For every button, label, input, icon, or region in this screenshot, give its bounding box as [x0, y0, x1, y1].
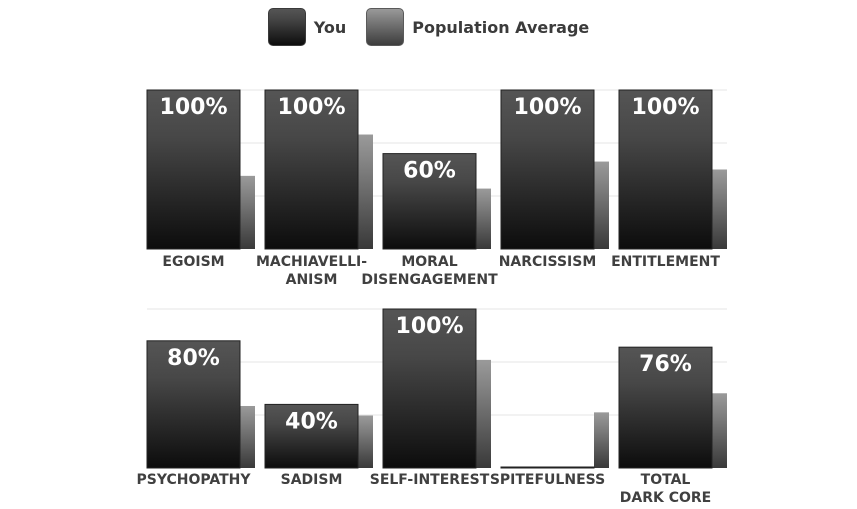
legend-label-you: You [313, 17, 347, 37]
category-label-narcissism: NARCISSISM [499, 254, 597, 270]
data-label-total-dark-core: 76% [639, 352, 692, 377]
category-label-sadism: SADISM [281, 472, 343, 488]
data-label-moral-disengagement: 60% [403, 159, 456, 184]
bar-average-moral-disengagement [476, 188, 491, 249]
legend-label-population-average: Population Average [412, 17, 590, 37]
bar-you-egoism [146, 89, 241, 250]
bar-you-total-dark-core [618, 346, 713, 469]
bar-average-machiavelli-anism [358, 134, 373, 249]
category-label-total-dark-core-line-2: DARK CORE [620, 490, 711, 506]
data-label-psychopathy: 80% [167, 346, 220, 371]
bar-you-machiavelli-anism [264, 89, 359, 250]
category-label-egoism: EGOISM [162, 254, 224, 270]
category-label-spitefulness: SPITEFULNESS [490, 472, 605, 488]
category-label-psychopathy: PSYCHOPATHY [136, 472, 251, 488]
category-label-machiavelli-anism-line-1: MACHIAVELLI- [256, 254, 367, 270]
data-label-spitefulness: 0% [529, 445, 566, 470]
category-label-self-interest: SELF-INTEREST [370, 472, 490, 488]
bar-you-spitefulness [500, 466, 595, 469]
bar-you-narcissism [500, 89, 595, 250]
bar-you-moral-disengagement [382, 153, 477, 250]
bar-average-psychopathy [240, 405, 255, 468]
bar-average-total-dark-core [712, 393, 727, 468]
legend-swatch-you [267, 8, 306, 46]
category-label-entitlement: ENTITLEMENT [611, 254, 720, 270]
bar-average-spitefulness [594, 412, 609, 468]
data-label-egoism: 100% [160, 95, 228, 120]
legend-item-population-average[interactable]: Population Average [366, 8, 589, 46]
bar-average-narcissism [594, 161, 609, 249]
bar-you-entitlement [618, 89, 713, 250]
bar-average-sadism [358, 415, 373, 468]
bar-you-sadism [264, 403, 359, 469]
bar-average-egoism [240, 175, 255, 249]
bar-you-self-interest [382, 308, 477, 469]
chart-legend: You Population Average [0, 6, 857, 48]
bar-average-self-interest [476, 359, 491, 468]
category-label-machiavelli-anism-line-2: ANISM [286, 272, 338, 288]
data-label-sadism: 40% [285, 409, 338, 434]
legend-item-you[interactable]: You [267, 8, 347, 46]
category-label-moral-disengagement-line-1: MORAL [401, 254, 457, 270]
category-label-moral-disengagement-line-2: DISENGAGEMENT [361, 272, 498, 288]
bar-average-entitlement [712, 169, 727, 249]
data-label-machiavelli-anism: 100% [278, 95, 346, 120]
category-label-total-dark-core-line-1: TOTAL [641, 472, 691, 488]
bar-you-psychopathy [146, 340, 241, 469]
data-label-narcissism: 100% [514, 95, 582, 120]
data-label-self-interest: 100% [396, 314, 464, 339]
data-label-entitlement: 100% [632, 95, 700, 120]
legend-swatch-population-average [366, 8, 405, 46]
